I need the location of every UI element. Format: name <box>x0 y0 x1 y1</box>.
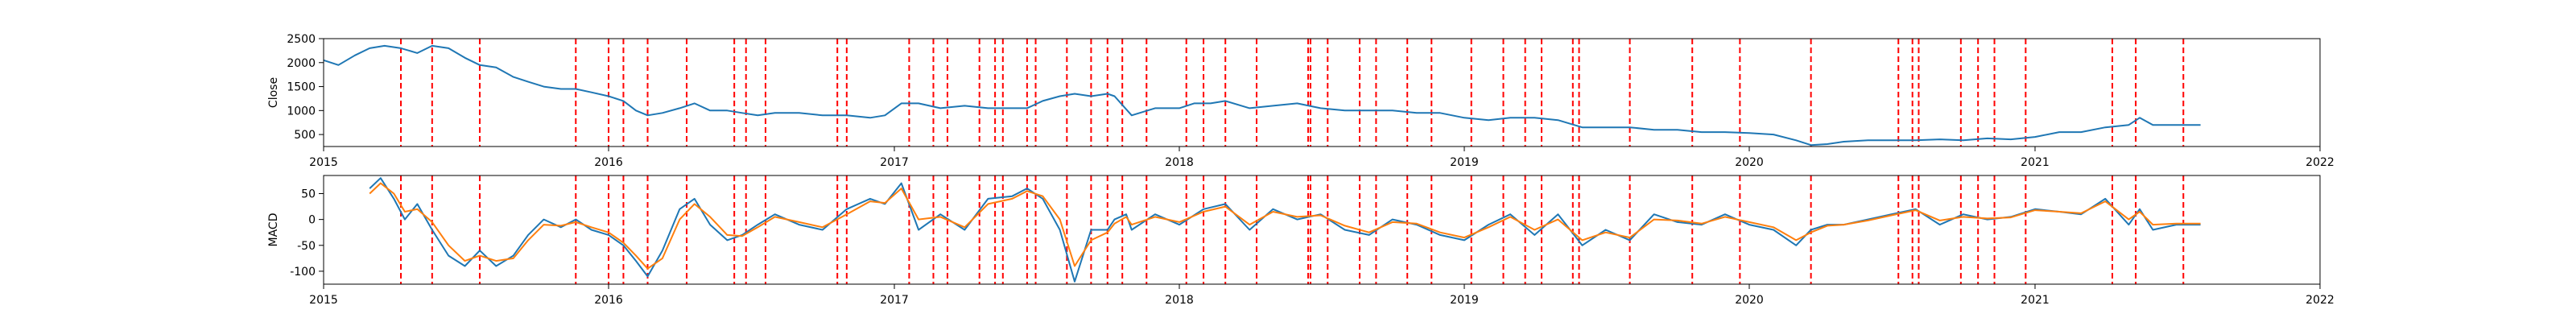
close-x-tick-label: 2022 <box>2306 156 2334 169</box>
macd-y-tick-label: -50 <box>297 240 316 253</box>
close-y-axis-label: Close <box>267 77 280 108</box>
close-x-tick-label: 2021 <box>2021 156 2050 169</box>
close-y-tick-label: 2500 <box>287 33 316 46</box>
macd-x-tick-label: 2018 <box>1165 294 1194 307</box>
close-x-tick-label: 2020 <box>1735 156 1764 169</box>
macd-x-axis: 2015 2016 2017 2018 2019 2020 2021 2022 <box>309 284 2334 307</box>
macd-x-tick-label: 2022 <box>2306 294 2334 307</box>
macd-x-tick-label: 2017 <box>880 294 909 307</box>
macd-x-tick-label: 2015 <box>309 294 338 307</box>
macd-y-tick-label: 0 <box>308 214 316 227</box>
macd-x-tick-label: 2019 <box>1450 294 1479 307</box>
close-series <box>323 44 2201 147</box>
close-x-tick-label: 2019 <box>1450 156 1479 169</box>
macd-y-tick-label: 50 <box>301 188 316 201</box>
macd-x-tick-label: 2021 <box>2021 294 2050 307</box>
close-x-tick-label: 2016 <box>594 156 623 169</box>
close-x-axis: 2015 2016 2017 2018 2019 2020 2021 2022 <box>309 147 2334 169</box>
macd-series-line-1 <box>369 182 2201 270</box>
close-y-axis: 500 1000 1500 2000 2500 <box>287 33 324 142</box>
macd-y-axis: -100 -50 0 50 <box>290 188 324 279</box>
close-x-tick-label: 2018 <box>1165 156 1194 169</box>
close-x-tick-label: 2017 <box>880 156 909 169</box>
close-series-line-0 <box>323 44 2201 147</box>
macd-x-tick-label: 2016 <box>594 294 623 307</box>
close-event-lines <box>400 39 2185 147</box>
close-price-panel: 500 1000 1500 2000 2500 2015 2016 2017 2018 2019… <box>267 33 2334 169</box>
close-y-tick-label: 1500 <box>287 81 316 94</box>
close-axes-frame <box>323 38 2321 147</box>
close-y-tick-label: 2000 <box>287 57 316 70</box>
macd-y-axis-label: MACD <box>267 213 280 247</box>
close-y-tick-label: 500 <box>294 129 316 142</box>
macd-x-tick-label: 2020 <box>1735 294 1764 307</box>
close-y-tick-label: 1000 <box>287 105 316 118</box>
close-x-tick-label: 2015 <box>309 156 338 169</box>
macd-y-tick-label: -100 <box>290 266 316 279</box>
macd-axes-frame <box>323 175 2321 285</box>
macd-series <box>369 177 2201 283</box>
